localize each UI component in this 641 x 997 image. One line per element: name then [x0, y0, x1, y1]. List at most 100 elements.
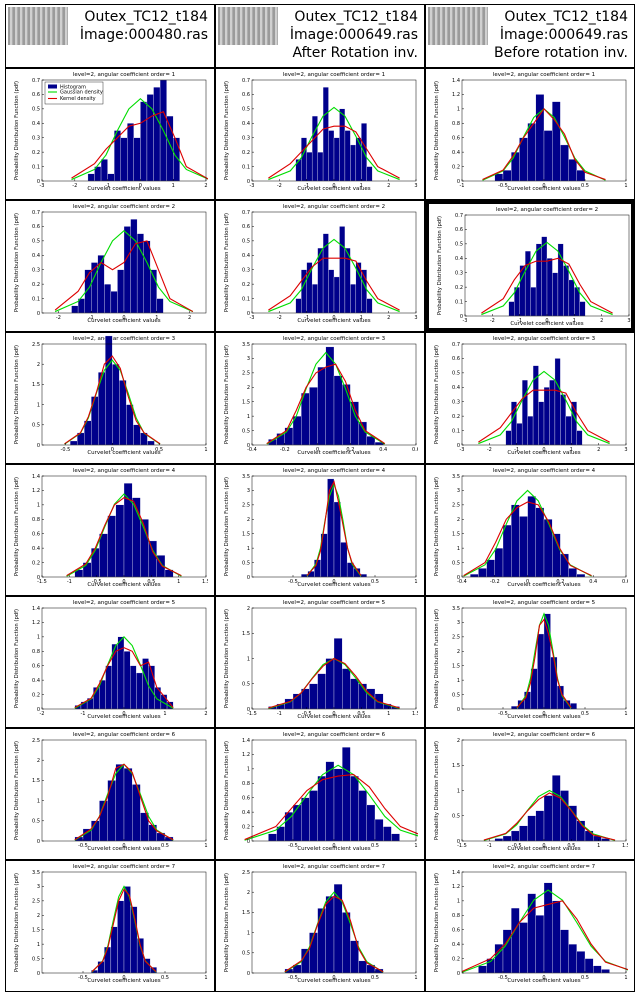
histogram-bar — [123, 651, 131, 710]
header-title: Outex_TC12_t184 — [294, 9, 418, 25]
histogram-bar — [563, 265, 570, 317]
histogram-bar — [511, 504, 520, 578]
histogram-bar — [543, 613, 551, 710]
y-tick-label: 1.4 — [242, 738, 250, 744]
x-tick-label: 1 — [163, 711, 166, 717]
y-tick-label: 1 — [247, 767, 250, 773]
histogram-bar — [311, 283, 318, 314]
x-tick-label: 1 — [570, 447, 573, 453]
density-curve — [268, 125, 400, 179]
chart: level=2, angular coefficient order= 4 -0.… — [224, 468, 418, 588]
chart-cell: level=2, angular coefficient order= 4 -1.… — [5, 464, 215, 596]
x-tick-label: 0.5 — [371, 975, 379, 981]
density-curve — [461, 900, 628, 973]
x-tick-label: 0.5 — [581, 183, 589, 189]
y-tick-label: 0.4 — [455, 256, 463, 262]
histogram-bar — [317, 908, 326, 974]
x-axis-label: Curvelet coefficient values — [297, 714, 370, 720]
x-tick-label: 2 — [387, 183, 390, 189]
histogram-bar — [333, 638, 343, 710]
y-tick-label: 0.2 — [452, 164, 460, 170]
histogram-bar — [333, 276, 340, 314]
x-tick-label: 0.4 — [589, 579, 597, 585]
x-tick-label: 1 — [155, 315, 158, 321]
density-curve — [54, 240, 194, 313]
density-curve — [268, 257, 400, 311]
x-tick-label: -2 — [487, 447, 492, 453]
x-tick-label: 1 — [624, 183, 627, 189]
y-tick-label: 0.8 — [452, 121, 460, 127]
y-tick-label: 3.5 — [242, 474, 250, 480]
x-tick-label: -1 — [304, 315, 309, 321]
histogram-bar — [568, 943, 577, 974]
x-tick-label: 0 — [332, 579, 335, 585]
histogram-bar — [358, 960, 367, 974]
y-axis-label: Probability Distribution Function (pdf) — [434, 477, 440, 576]
y-tick-label: 1.4 — [452, 870, 460, 876]
chart: level=2, angular coefficient order= 6 -1.… — [434, 732, 628, 852]
histogram-bar — [486, 559, 495, 578]
histogram-bar — [339, 108, 346, 182]
histogram-bar — [268, 833, 277, 842]
y-tick-label: 0.8 — [452, 913, 460, 919]
axes-box — [251, 343, 417, 446]
chart: level=2, angular coefficient order= 1 -3 -… — [14, 72, 208, 192]
chart-title: level=2, angular coefficient order= 6 — [493, 732, 596, 738]
x-tick-label: 0 — [542, 447, 545, 453]
y-tick-label: 2 — [247, 385, 250, 391]
x-axis-label: Curvelet coefficient values — [87, 318, 160, 324]
y-tick-label: 2 — [247, 890, 250, 896]
x-axis-label: Curvelet coefficient values — [507, 582, 580, 588]
y-tick-label: 0.3 — [452, 400, 460, 406]
histogram-bar — [133, 424, 141, 446]
y-tick-label: 0.2 — [32, 692, 40, 698]
histogram-bar — [552, 900, 561, 974]
x-tick-label: 1.5 — [412, 711, 418, 717]
density-curve — [54, 230, 194, 313]
histogram-bar — [593, 965, 602, 974]
y-tick-label: 2 — [37, 758, 40, 764]
x-tick-label: 2 — [387, 315, 390, 321]
x-tick-label: -1 — [105, 183, 110, 189]
x-tick-label: 0.2 — [346, 447, 354, 453]
histogram-bar — [521, 379, 528, 446]
y-tick-label: 0.5 — [452, 692, 460, 698]
histogram-bar — [516, 423, 523, 446]
y-tick-label: 1 — [37, 942, 40, 948]
histogram-bar — [123, 226, 131, 314]
histogram-bar — [148, 540, 157, 578]
histogram-bar — [127, 123, 134, 182]
legend-label: Gaussian density — [60, 90, 103, 96]
histogram-bar — [502, 170, 512, 182]
x-tick-label: -3 — [250, 183, 255, 189]
histogram-bar — [107, 173, 115, 182]
y-tick-label: 1 — [457, 788, 460, 794]
histogram-bar — [136, 672, 143, 710]
y-tick-label: 2 — [247, 517, 250, 523]
y-tick-label: 0 — [37, 707, 40, 713]
y-tick-label: 2.5 — [32, 899, 40, 905]
histogram-bar — [104, 946, 112, 974]
histogram-bar — [156, 298, 164, 314]
chart-cell: level=2, angular coefficient order= 4 -0.… — [425, 464, 635, 596]
y-tick-label: 0.2 — [32, 150, 40, 156]
y-tick-label: 0.5 — [32, 956, 40, 962]
header-line: İmage:000649.ras — [499, 27, 628, 43]
y-tick-label: 0.5 — [242, 239, 250, 245]
x-tick-label: -0.5 — [78, 975, 88, 981]
x-tick-label: 1 — [204, 975, 207, 981]
y-tick-label: 0 — [247, 971, 250, 977]
y-tick-label: 3 — [247, 356, 250, 362]
y-axis-label: Probability Distribution Function (pdf) — [14, 477, 20, 576]
y-tick-label: 0.5 — [452, 560, 460, 566]
histogram-bar — [117, 900, 125, 974]
x-tick-label: 0.5 — [581, 975, 589, 981]
x-tick-label: 0 — [526, 579, 529, 585]
chart-cell: level=2, angular coefficient order= 5 -2 -… — [5, 596, 215, 728]
header-cell: Outex_TC12_t184 İmage:000480.ras — [5, 4, 215, 68]
histogram-bar — [115, 504, 125, 578]
x-tick-label: 1 — [414, 843, 417, 849]
x-tick-label: -3 — [40, 183, 45, 189]
x-tick-label: 0.5 — [147, 579, 155, 585]
histogram-bar — [314, 559, 322, 578]
